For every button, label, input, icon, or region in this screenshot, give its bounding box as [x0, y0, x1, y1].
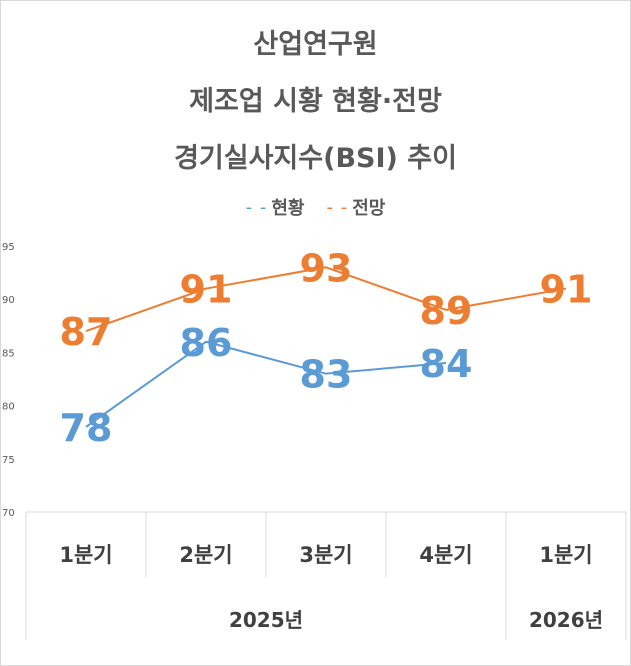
legend-label-forecast: 전망: [352, 198, 386, 219]
y-tick-label: 90: [2, 295, 15, 306]
y-tick-label: 75: [2, 455, 15, 466]
x-axis-category-label: 1분기: [539, 543, 592, 567]
data-label-forecast: 87: [60, 310, 113, 354]
y-tick-label: 95: [2, 242, 15, 253]
chart-title-line-2: 제조업 시황 현황·전망: [189, 86, 442, 117]
x-axis-category-label: 3분기: [299, 543, 352, 567]
data-label-current: 84: [420, 342, 473, 386]
y-tick-label: 85: [2, 348, 15, 359]
data-label-forecast: 91: [540, 268, 593, 312]
x-axis-category-label: 2분기: [179, 543, 232, 567]
y-tick-label: 80: [2, 402, 15, 413]
y-tick-label: 70: [2, 508, 15, 519]
data-label-current: 86: [180, 321, 233, 365]
data-label-forecast: 93: [300, 246, 353, 290]
data-label-forecast: 89: [420, 289, 473, 333]
x-axis-category-label: 4분기: [419, 543, 472, 567]
data-label-forecast: 91: [180, 268, 233, 312]
chart-title-line-1: 산업연구원: [253, 29, 378, 60]
data-label-current: 78: [60, 406, 113, 450]
x-axis-group-label: 2025년: [229, 608, 303, 632]
legend-item-current: - - 현황: [246, 194, 305, 220]
x-axis-group-label: 2026년: [529, 608, 603, 632]
legend-swatch-forecast: - -: [326, 196, 349, 218]
x-axis-category-label: 1분기: [59, 543, 112, 567]
chart-title-line-3: 경기실사지수(BSI) 추이: [174, 143, 457, 174]
series-line-forecast: [85, 266, 567, 333]
legend-swatch-current: - -: [245, 196, 268, 218]
series-line-current: [85, 340, 447, 428]
data-label-current: 83: [300, 353, 353, 397]
legend-label-current: 현황: [271, 198, 305, 219]
legend: - - 현황 - - 전망: [0, 194, 631, 220]
legend-item-forecast: - - 전망: [327, 194, 386, 220]
